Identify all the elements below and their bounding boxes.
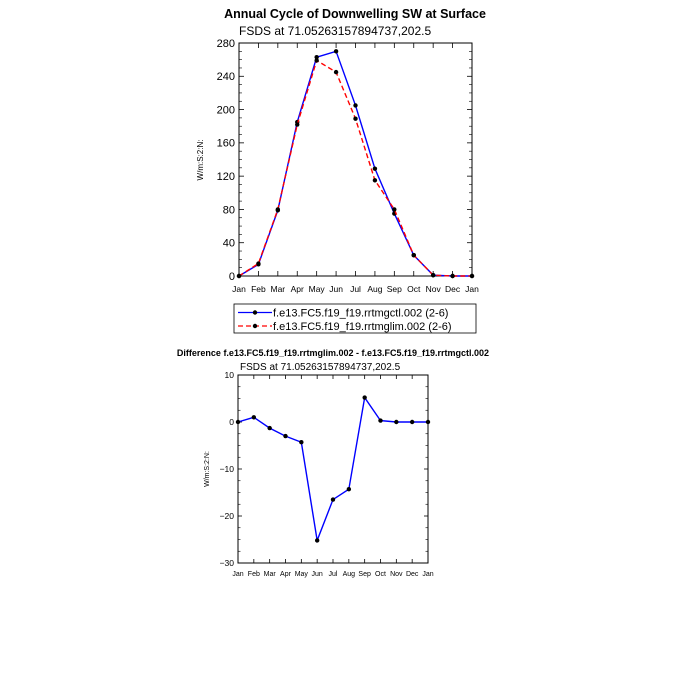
- y-tick-label: 160: [217, 138, 235, 150]
- plot-frame: [238, 42, 473, 277]
- x-tick-label: Sep: [358, 571, 371, 578]
- series-point-0: [409, 419, 415, 425]
- series-line-0: [237, 395, 428, 544]
- x-tick-label: Jan: [422, 571, 433, 578]
- x-tick-label: Oct: [407, 284, 421, 294]
- x-tick-label: Apr: [291, 284, 304, 294]
- x-tick-label: Aug: [367, 284, 382, 294]
- y-tick-label: 0: [229, 271, 235, 283]
- series-point-1: [392, 207, 397, 212]
- x-tick-label: Nov: [426, 284, 442, 294]
- chart1-plot-area: 0 40 80 120 160 200 240 280 Jan Feb Mar Apr May Jun Ju…: [217, 38, 479, 294]
- y-tick-label: 120: [217, 171, 235, 183]
- chart2-title: Difference f.e13.FC5.f19_f19.rrtmglim.00…: [177, 348, 489, 358]
- series-point-0: [330, 497, 336, 502]
- series-line-1: [238, 59, 472, 277]
- plot-frame: [237, 374, 429, 564]
- series-point-0: [299, 440, 304, 445]
- series-point-0: [362, 395, 367, 400]
- series-point-1: [295, 122, 300, 127]
- x-tick-label: Jul: [329, 571, 338, 578]
- x-tick-label: Feb: [248, 571, 260, 578]
- series-point-1: [333, 69, 339, 75]
- series-point-0: [372, 166, 378, 171]
- series-point-0: [346, 487, 352, 492]
- series-point-1: [430, 272, 436, 278]
- series-point-0: [314, 54, 319, 60]
- legend-marker-mglim: [252, 323, 258, 329]
- y-tick-label: 10: [225, 370, 235, 380]
- series-point-0: [235, 419, 241, 425]
- y-tick-label: 280: [217, 38, 235, 50]
- x-tick-label: Apr: [280, 571, 292, 578]
- x-tick-label: Jan: [232, 284, 246, 294]
- x-tick-label: Nov: [390, 571, 403, 578]
- legend-label-mglim: f.e13.FC5.f19_f19.rrtmglim.002 (2-6): [273, 321, 452, 333]
- series-point-1: [256, 261, 261, 266]
- chart1-ylabel: W/m:S:2:N:: [196, 140, 205, 181]
- chart1-title: Annual Cycle of Downwelling SW at Surfac…: [224, 7, 486, 21]
- chart2-ylabel: W/m:S:2:N:: [204, 451, 211, 487]
- x-tick-label: Jun: [329, 284, 343, 294]
- series-point-0: [251, 415, 257, 420]
- series-point-1: [469, 273, 475, 279]
- series-point-0: [283, 433, 288, 439]
- x-tick-label: Mar: [271, 284, 286, 294]
- series-point-0: [378, 418, 383, 423]
- series-point-1: [372, 178, 378, 183]
- x-tick-label: Mar: [264, 571, 277, 578]
- series-point-1: [450, 273, 455, 279]
- x-tick-label: Jan: [465, 284, 479, 294]
- x-tick-label: Jan: [232, 571, 243, 578]
- series-line-0: [238, 50, 472, 277]
- series-point-0: [267, 425, 272, 431]
- series-point-0: [394, 419, 399, 425]
- x-tick-label: Aug: [343, 571, 356, 578]
- chart2-subtitle: FSDS at 71.05263157894737,202.5: [240, 362, 401, 373]
- series-point-1: [353, 116, 358, 121]
- x-tick-label: May: [309, 284, 326, 294]
- legend-label-ctl: f.e13.FC5.f19_f19.rrtmgctl.002 (2-6): [273, 308, 448, 320]
- x-tick-label: Jun: [312, 571, 323, 578]
- series-point-1: [314, 58, 319, 63]
- series-point-0: [425, 419, 431, 425]
- y-tick-label: −10: [220, 464, 235, 474]
- y-tick-label: 0: [229, 417, 234, 427]
- chart1-subtitle: FSDS at 71.05263157894737,202.5: [239, 24, 431, 38]
- series-point-1: [275, 207, 281, 212]
- x-tick-label: Jul: [350, 284, 361, 294]
- x-tick-label: Oct: [375, 571, 386, 578]
- series-point-1: [236, 273, 242, 279]
- y-tick-label: 240: [217, 71, 235, 83]
- x-tick-label: Sep: [387, 284, 402, 294]
- series-point-0: [314, 538, 320, 543]
- chart1-legend: f.e13.FC5.f19_f19.rrtmgctl.002 (2-6) f.e…: [233, 303, 477, 334]
- series-point-0: [353, 103, 358, 108]
- series-point-1: [411, 252, 416, 258]
- y-tick-label: −30: [220, 558, 235, 568]
- chart2-plot-area: −30 −20 −10 0 10 Jan Feb Mar Apr May Jun Jul Aug Sep O…: [220, 370, 434, 578]
- y-tick-label: 200: [217, 104, 235, 116]
- x-tick-label: Feb: [251, 284, 266, 294]
- series-point-0: [333, 49, 339, 54]
- x-tick-label: Dec: [445, 284, 461, 294]
- legend-box: [233, 303, 477, 334]
- y-tick-label: −20: [220, 511, 235, 521]
- y-tick-label: 40: [223, 238, 235, 250]
- y-tick-label: 80: [223, 204, 235, 216]
- legend-marker-ctl: [252, 310, 258, 315]
- x-tick-label: May: [295, 571, 309, 578]
- x-tick-label: Dec: [406, 571, 419, 578]
